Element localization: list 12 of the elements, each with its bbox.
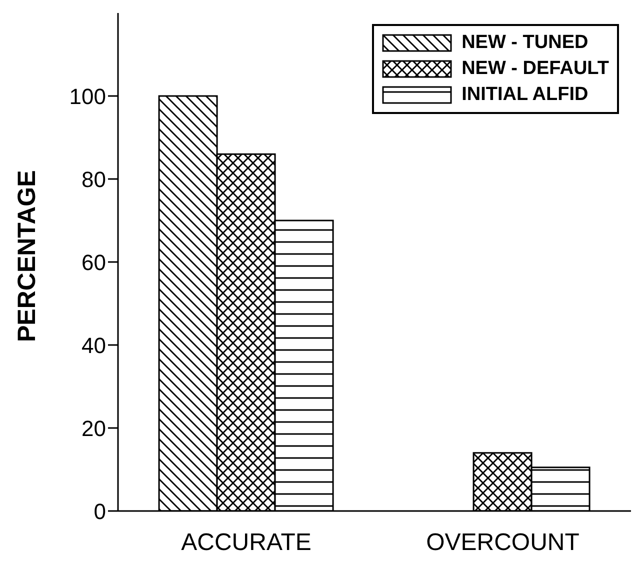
- y-tick-label: 40: [82, 332, 106, 358]
- legend-label: INITIAL ALFID: [462, 83, 588, 107]
- y-tick-label: 80: [82, 166, 106, 192]
- y-tick-label: 0: [94, 498, 106, 524]
- y-tick-label: 20: [82, 416, 106, 441]
- legend-label: NEW - TUNED: [462, 31, 588, 55]
- y-axis-title: PERCENTAGE: [12, 170, 41, 342]
- y-tick-label: 60: [82, 250, 106, 275]
- x-tick-label: OVERCOUNT: [426, 529, 580, 556]
- y-tick-label: 100: [69, 84, 106, 109]
- x-tick-label: ACCURATE: [181, 529, 312, 556]
- legend-label: NEW - DEFAULT: [462, 57, 609, 81]
